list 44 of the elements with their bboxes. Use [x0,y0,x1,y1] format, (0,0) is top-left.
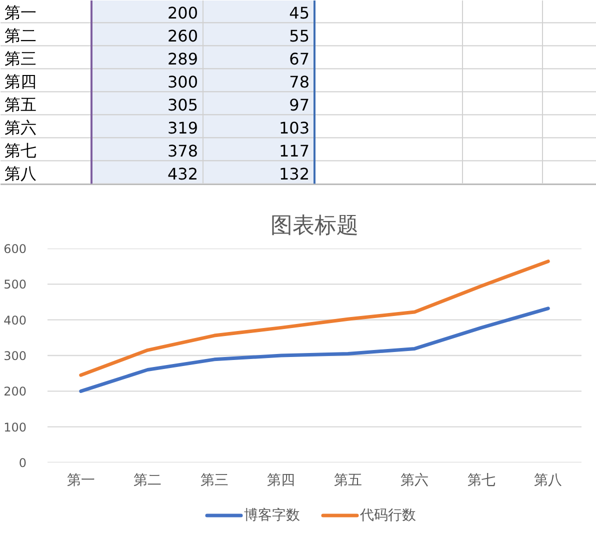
x-tick-label: 第五 [334,472,362,488]
x-tick-label: 第八 [534,472,562,488]
x-tick-label: 第四 [267,472,296,488]
y-tick-label: 200 [4,384,26,399]
y-tick-label: 500 [4,278,26,292]
data-label: 432 [167,164,198,184]
y-tick-label: 300 [4,349,26,363]
y-tick-label: 600 [4,242,26,256]
x-tick-label: 第一 [66,472,95,488]
line-series [79,306,550,393]
data-label: 45 [289,3,310,22]
data-label: 103 [278,118,310,138]
line-series [79,260,550,377]
data-label: 260 [167,26,198,46]
x-tick-label: 第六 [400,472,429,488]
data-label: 55 [289,26,310,46]
data-label: 132 [278,164,310,184]
y-tick-label: 第七 [4,140,36,160]
x-tick-label: 第二 [134,472,162,488]
data-label: 200 [167,3,198,22]
data-label: 305 [167,95,198,114]
data-label: 97 [289,95,310,114]
y-tick-label: 100 [4,420,26,434]
y-tick-label: 第三 [4,48,36,68]
y-tick-label: 0 [18,456,27,470]
y-tick-label: 第八 [4,164,36,183]
y-tick-label: 400 [4,313,26,328]
data-label: 78 [289,72,310,92]
x-tick-label: 第七 [467,472,496,488]
data-label: 319 [167,118,198,138]
data-label: 117 [278,141,310,160]
x-tick-label: 第三 [200,472,228,488]
data-label: 300 [167,72,198,92]
y-tick-label: 第二 [4,26,36,45]
legend-label: 博客字数 [244,508,300,524]
y-tick-label: 第五 [4,94,36,114]
y-tick-label: 第一 [4,2,36,22]
y-tick-label: 第四 [4,72,36,91]
data-label: 67 [289,49,310,68]
data-label: 378 [167,141,198,160]
data-label: 289 [167,49,198,68]
legend-label: 代码行数 [359,508,416,524]
chart-title: 图表标题 [270,214,358,238]
y-tick-label: 第六 [4,118,36,137]
